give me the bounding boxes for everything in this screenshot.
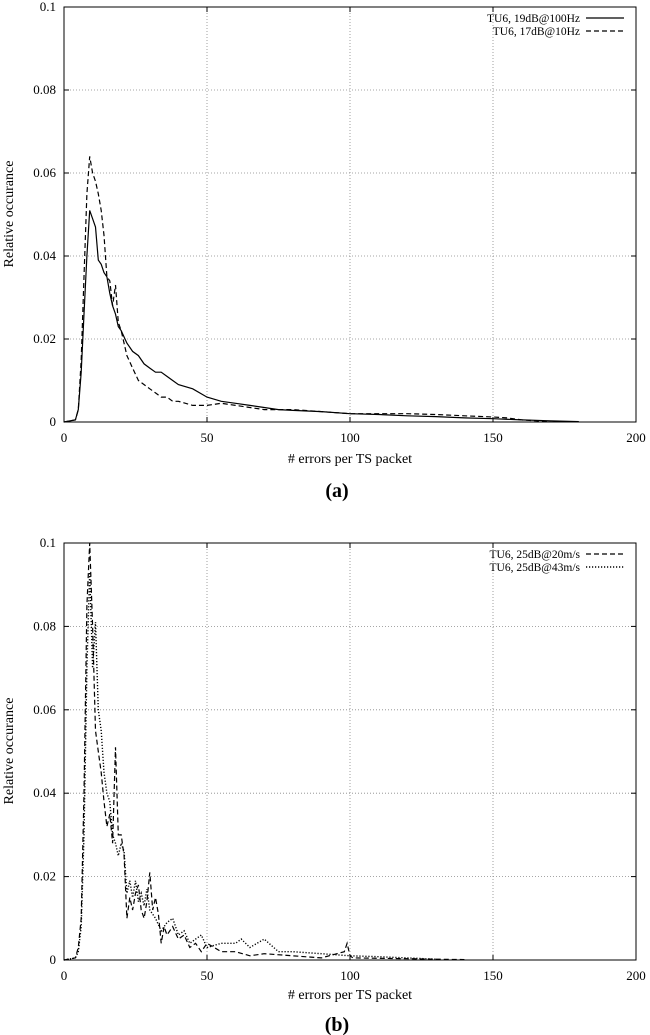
y-tick-label: 0.1 — [40, 0, 56, 14]
x-tick-label: 0 — [61, 968, 68, 983]
y-axis-label: Relative occurance — [2, 698, 17, 805]
x-tick-label: 100 — [340, 968, 360, 983]
series-line-2 — [63, 572, 436, 961]
x-axis-label: # errors per TS packet — [288, 988, 412, 1003]
y-tick-label: 0.04 — [33, 248, 56, 263]
series-line-1 — [63, 542, 465, 961]
x-tick-label: 50 — [201, 430, 214, 445]
x-tick-label: 50 — [201, 968, 214, 983]
x-tick-label: 200 — [626, 968, 646, 983]
y-tick-label: 0.04 — [33, 785, 56, 800]
y-tick-label: 0 — [50, 952, 57, 967]
x-tick-label: 150 — [483, 430, 503, 445]
panel-label: (b) — [325, 1014, 349, 1035]
x-axis-label: # errors per TS packet — [288, 452, 412, 467]
y-tick-label: 0.06 — [33, 165, 56, 180]
legend-entry: TU6, 19dB@100Hz — [487, 13, 580, 25]
y-tick-label: 0.02 — [33, 331, 56, 346]
x-tick-label: 100 — [340, 430, 360, 445]
chart-panel-a: 0 50 100 150 200 0 0.02 0.04 0.06 0.08 0.1 # errors… — [2, 0, 646, 502]
series-line-1 — [63, 210, 579, 423]
series-line-2 — [63, 156, 551, 423]
panel-label: (a) — [325, 480, 348, 502]
y-tick-label: 0.08 — [33, 82, 56, 97]
x-tick-label: 0 — [61, 430, 68, 445]
y-tick-label: 0.08 — [33, 618, 56, 633]
y-tick-label: 0.1 — [40, 535, 56, 550]
legend-entry: TU6, 25dB@20m/s — [490, 549, 581, 561]
chart-panel-b: 0 50 100 150 200 0 0.02 0.04 0.06 0.08 0.1 # errors… — [2, 535, 646, 1035]
x-tick-label: 150 — [483, 968, 503, 983]
x-tick-label: 200 — [626, 430, 646, 445]
legend-entry: TU6, 25dB@43m/s — [490, 562, 581, 574]
legend-entry: TU6, 17dB@10Hz — [493, 26, 580, 38]
y-axis-label: Relative occurance — [2, 161, 17, 268]
y-tick-label: 0.02 — [33, 869, 56, 884]
y-tick-label: 0.06 — [33, 702, 56, 717]
y-tick-label: 0 — [50, 414, 57, 429]
